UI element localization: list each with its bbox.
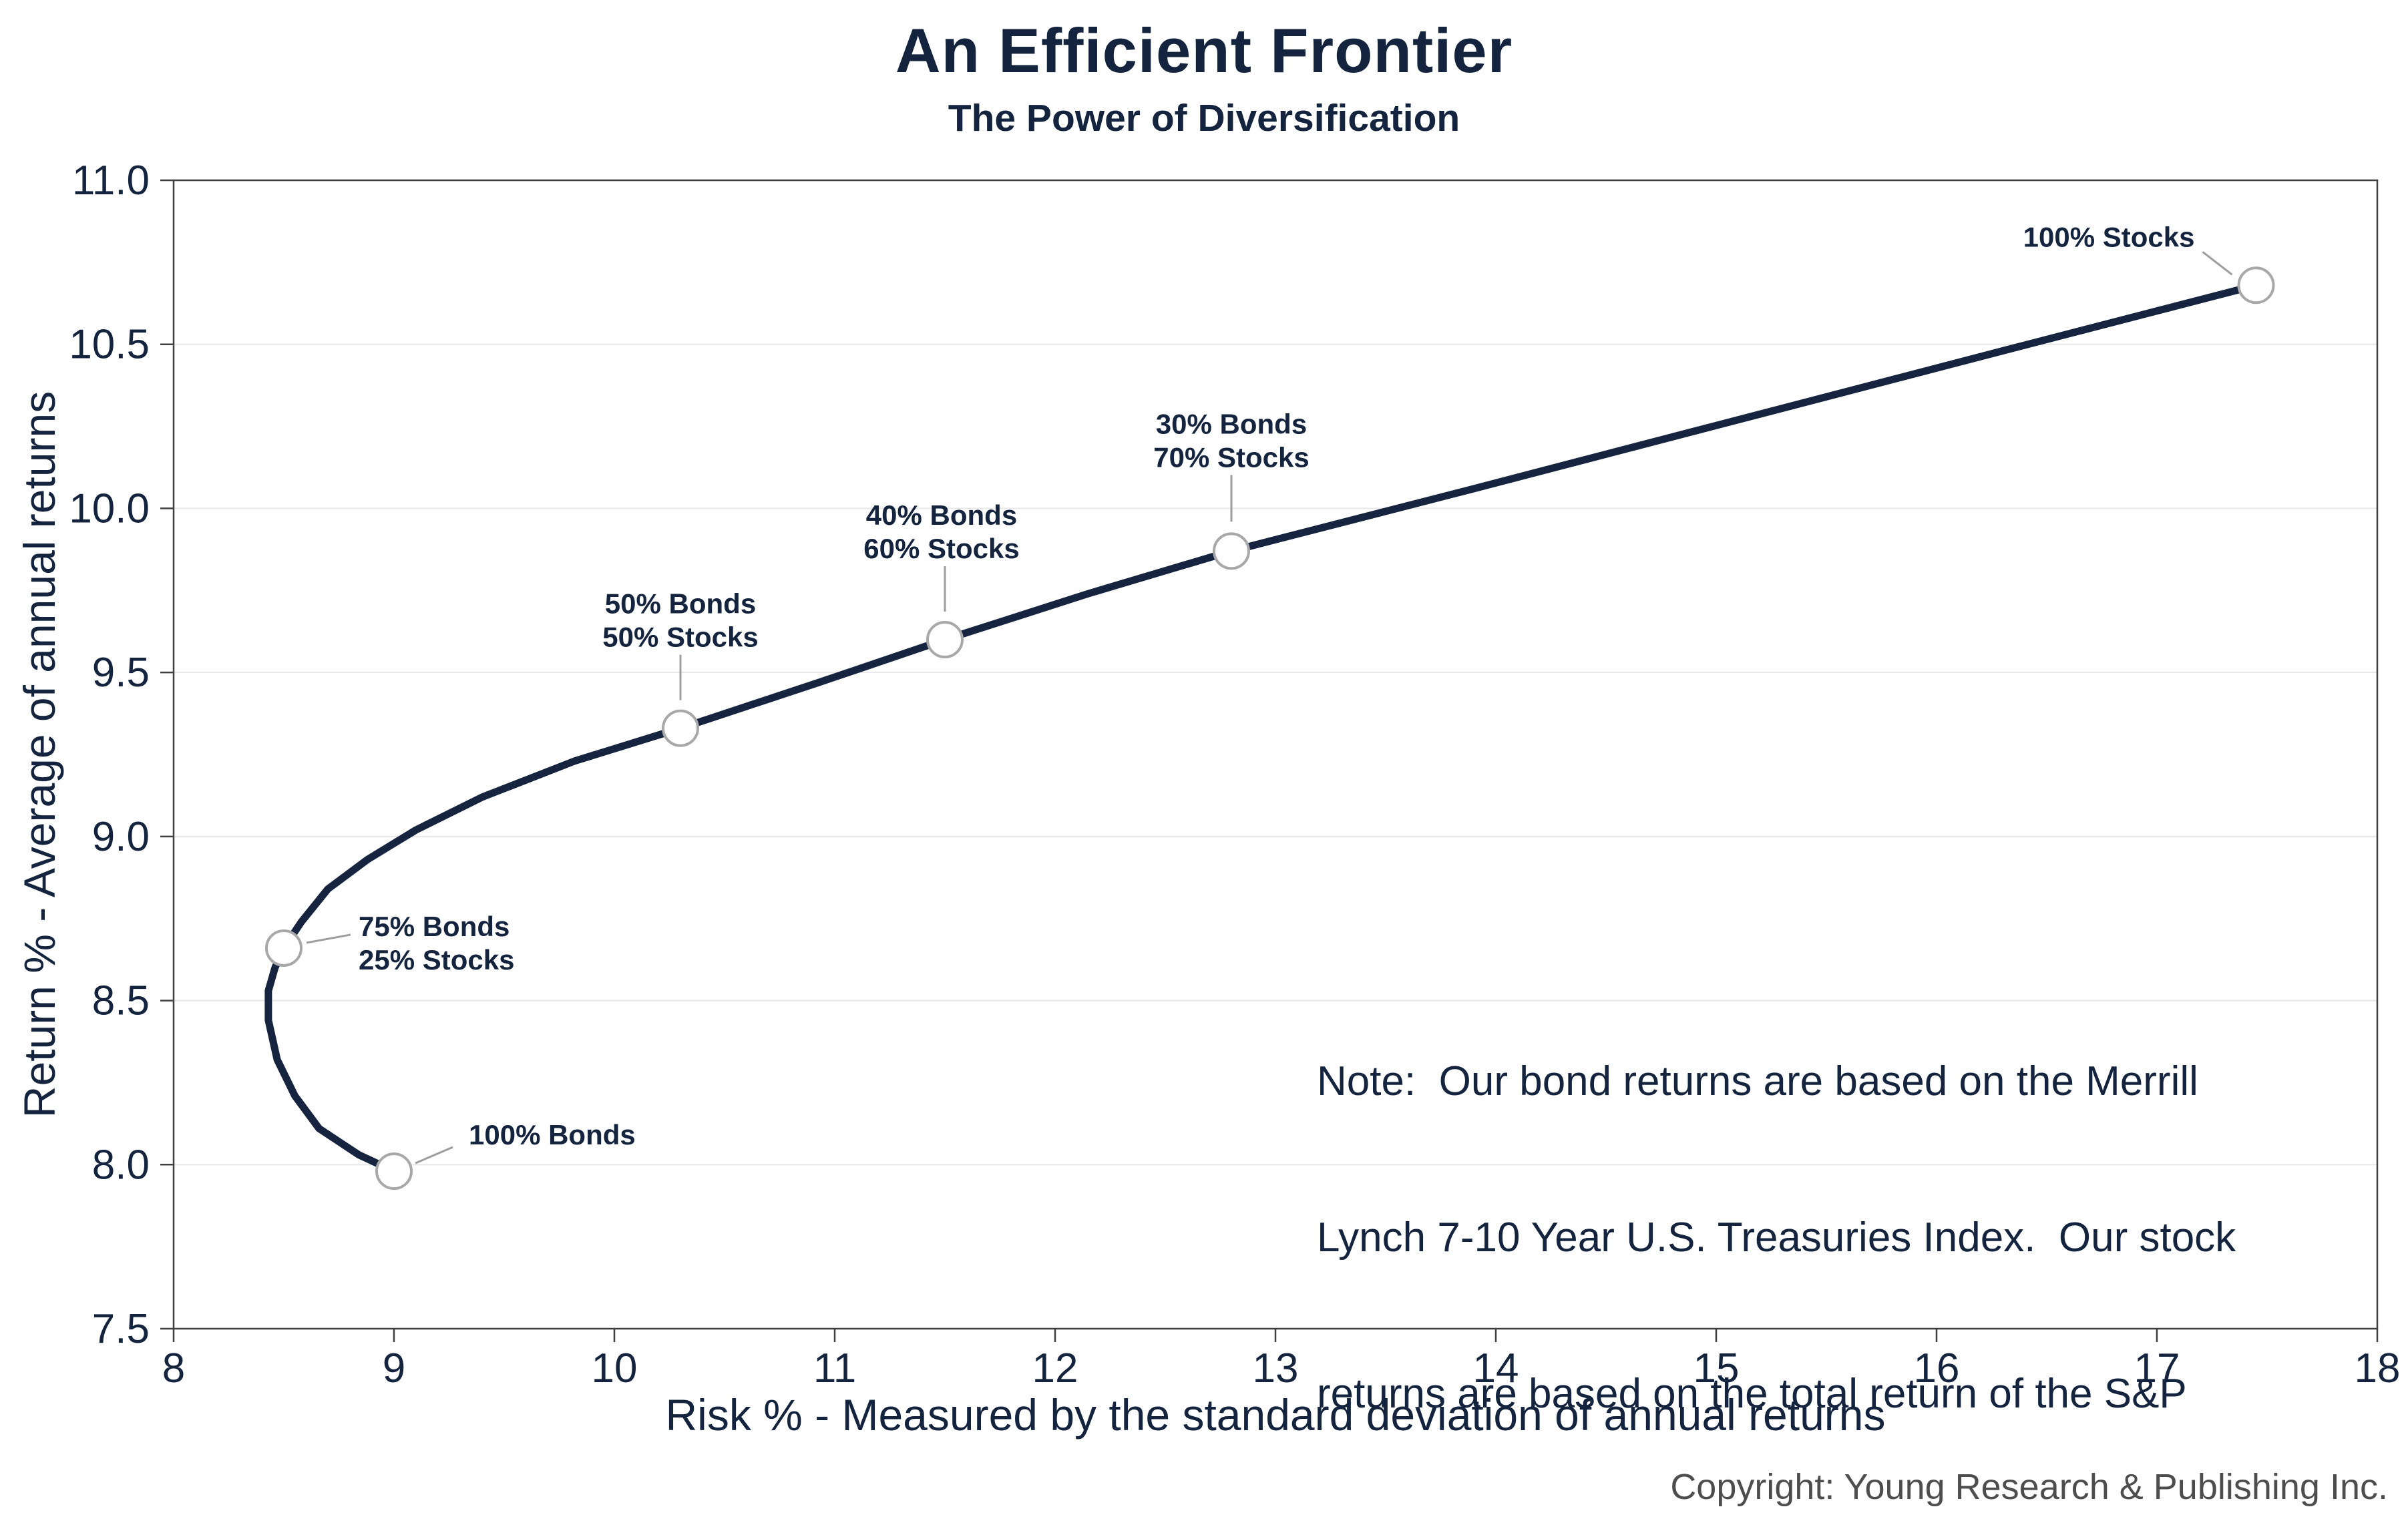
point-label: 30% Bonds	[1156, 408, 1307, 439]
x-tick-label: 9	[383, 1345, 405, 1391]
y-tick-label: 8.0	[92, 1142, 150, 1188]
y-tick-label: 8.5	[92, 978, 150, 1024]
note-line: Note: Our bond returns are based on the …	[1317, 1058, 2198, 1104]
point-label: 25% Stocks	[359, 944, 514, 975]
x-tick-label: 8	[162, 1345, 185, 1391]
y-tick-label: 9.0	[92, 814, 150, 860]
y-axis-title: Return % - Average of annual returns	[15, 391, 64, 1118]
frontier-curve	[264, 281, 2260, 1175]
note-line: returns are based on the total return of…	[1317, 1371, 2187, 1417]
data-point-marker	[265, 929, 303, 967]
data-point-marker	[1213, 532, 1250, 570]
note-line: 500 index. Data goes from 1977-2017.	[1317, 1524, 2236, 1529]
note-line: Lynch 7-10 Year U.S. Treasuries Index. O…	[1317, 1215, 2236, 1261]
x-tick-label: 12	[1032, 1345, 1078, 1391]
chart-title: An Efficient Frontier	[895, 15, 1513, 85]
note-text: Note: Our bond returns are based on the …	[1317, 951, 2236, 1529]
point-label: 70% Stocks	[1153, 441, 1309, 473]
point-label: 50% Stocks	[602, 622, 758, 653]
point-label: 40% Bonds	[866, 499, 1017, 531]
y-tick-label: 11.0	[72, 158, 150, 204]
chart-subtitle: The Power of Diversification	[948, 97, 1460, 140]
data-point-marker	[375, 1152, 413, 1190]
y-tick-label: 9.5	[92, 650, 150, 696]
copyright-text: Copyright: Young Research & Publishing I…	[1670, 1467, 2388, 1507]
point-label: 100% Stocks	[2023, 221, 2195, 252]
point-label: 75% Bonds	[359, 911, 510, 942]
y-tick-label: 10.5	[69, 322, 150, 368]
y-tick-label: 7.5	[92, 1306, 150, 1352]
data-point-marker	[2237, 266, 2275, 304]
x-tick-label: 18	[2355, 1345, 2401, 1391]
x-tick-label: 17	[2134, 1345, 2180, 1391]
x-tick-label: 11	[813, 1345, 856, 1391]
x-tick-label: 10	[592, 1345, 638, 1391]
point-label: 50% Bonds	[605, 588, 756, 620]
x-tick-label: 16	[1914, 1345, 1960, 1391]
leader-line	[306, 933, 351, 944]
x-tick-label: 15	[1693, 1345, 1740, 1391]
x-axis-title: Risk % - Measured by the standard deviat…	[666, 1390, 1886, 1440]
leader-line	[2202, 251, 2233, 276]
leader-line	[415, 1146, 453, 1164]
y-tick-label: 10.0	[69, 485, 150, 531]
point-label: 100% Bonds	[469, 1119, 636, 1150]
x-tick-label: 14	[1473, 1345, 1519, 1391]
data-point-marker	[926, 621, 964, 658]
point-label: 60% Stocks	[863, 533, 1019, 564]
data-point-marker	[662, 709, 699, 747]
x-tick-label: 13	[1253, 1345, 1299, 1391]
